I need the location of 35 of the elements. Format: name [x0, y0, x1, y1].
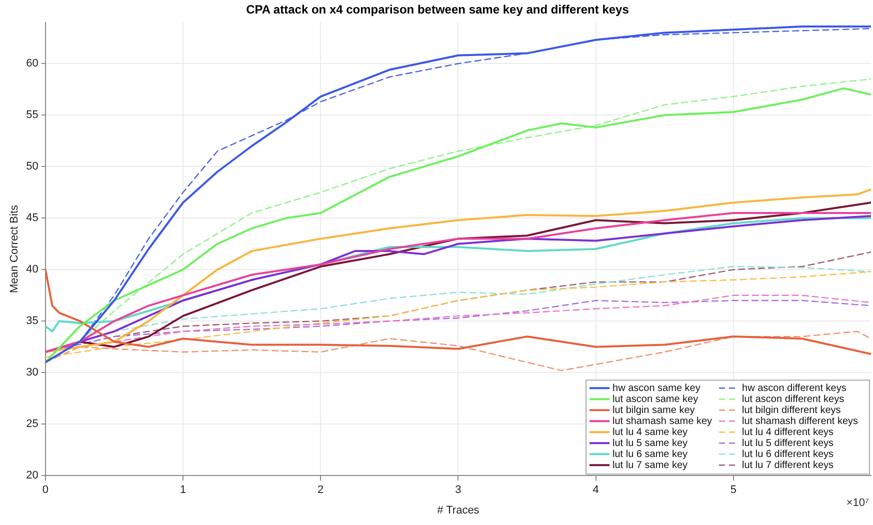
legend-label: lut lu 5 same key	[612, 438, 688, 449]
chart-title: CPA attack on x4 comparison between same key and different keys	[246, 2, 630, 17]
y-tick-label: 45	[26, 212, 38, 224]
legend-label: lut ascon same key	[612, 394, 698, 405]
legend-label: lut lu 7 different keys	[742, 460, 834, 471]
x-axis-title: # Traces	[437, 504, 480, 516]
legend-label: lut lu 4 different keys	[742, 426, 834, 438]
y-tick-label: 55	[26, 109, 38, 122]
legend-label: lut lu 5 different keys	[742, 438, 834, 449]
legend-label: hw ascon same key	[612, 382, 700, 394]
legend-label: lut bilgin same key	[612, 404, 695, 416]
x-tick-label: 2	[318, 484, 324, 496]
legend-label: hw ascon different keys	[742, 382, 846, 394]
y-tick-label: 40	[26, 264, 38, 276]
x-tick-label: 1	[180, 484, 186, 496]
legend-label: lut lu 4 same key	[612, 426, 688, 438]
legend-label: lut shamash different keys	[742, 416, 858, 427]
y-tick-label: 60	[26, 58, 38, 70]
y-tick-label: 50	[26, 160, 38, 173]
legend-label: lut lu 6 different keys	[742, 448, 834, 460]
y-tick-label: 35	[26, 315, 38, 328]
legend-label: lut ascon different keys	[742, 394, 844, 405]
y-axis-title: Mean Correct Bits	[8, 204, 21, 294]
legend-label: lut lu 7 same key	[612, 460, 688, 471]
x-tick-label: 4	[592, 484, 599, 496]
legend-label: lut lu 6 same key	[612, 448, 688, 460]
y-tick-label: 20	[26, 470, 38, 482]
y-tick-label: 25	[26, 418, 38, 430]
legend-label: lut bilgin different keys	[742, 404, 841, 416]
text: ×10⁷	[846, 497, 870, 510]
x-tick-label: 3	[455, 484, 462, 496]
x-tick-label: 0	[42, 484, 48, 496]
y-tick-label: 30	[26, 366, 38, 379]
x-tick-label: 5	[730, 484, 736, 496]
legend-label: lut shamash same key	[612, 416, 712, 427]
